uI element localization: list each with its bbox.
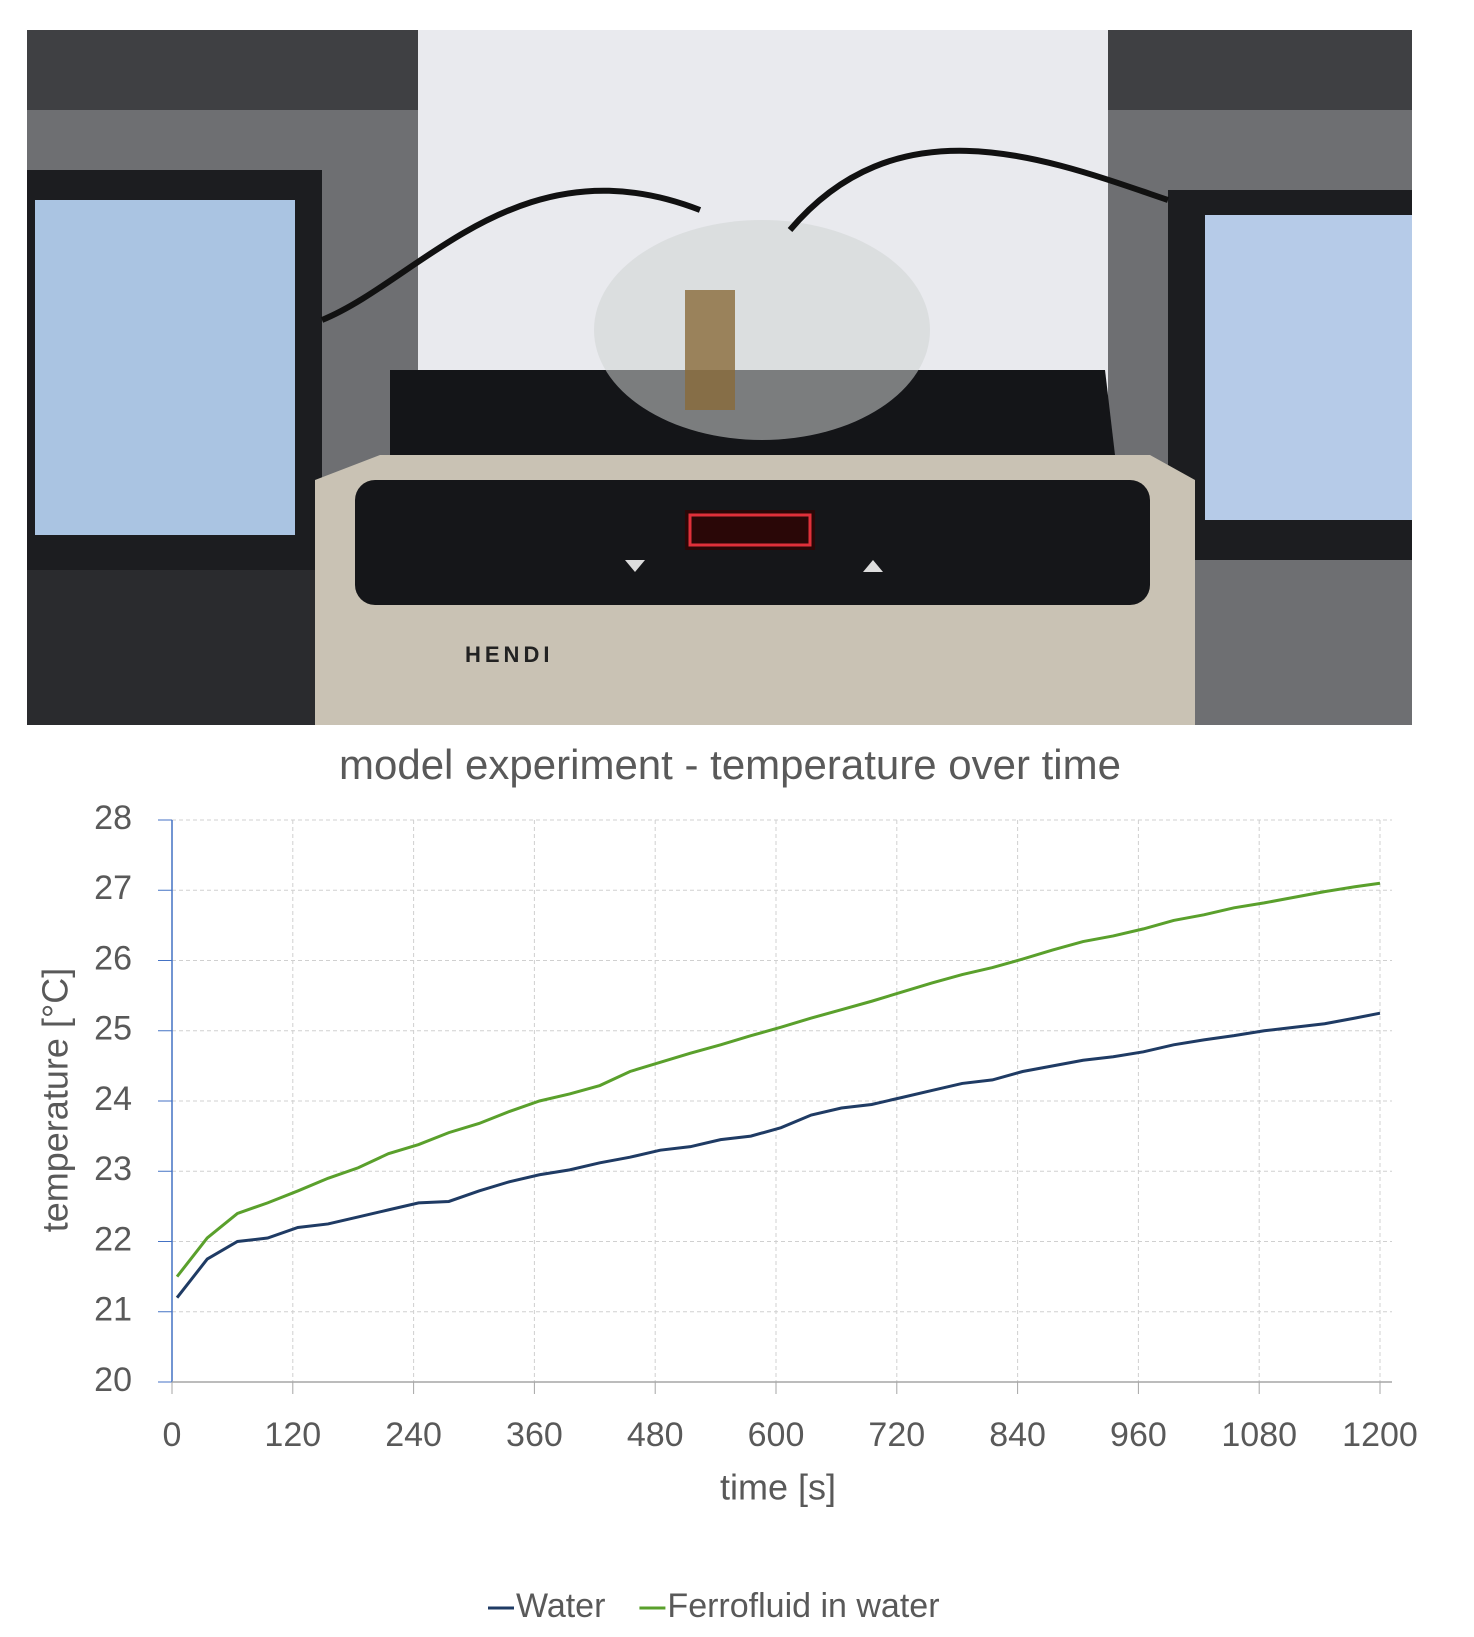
- x-axis-title: time [s]: [720, 1467, 836, 1508]
- x-tick-label: 240: [385, 1416, 442, 1454]
- chart-title: model experiment - temperature over time: [339, 741, 1121, 788]
- y-tick-label: 27: [94, 869, 132, 907]
- y-tick-label: 22: [94, 1220, 132, 1258]
- y-tick-label: 26: [94, 939, 132, 977]
- x-tick-label: 360: [506, 1416, 563, 1454]
- y-axis-title: temperature [°C]: [35, 968, 76, 1233]
- x-tick-label: 960: [1110, 1416, 1167, 1454]
- down-button: [625, 560, 645, 572]
- x-tick-label: 1080: [1221, 1416, 1297, 1454]
- monitor-right-screen: [1205, 215, 1412, 520]
- y-tick-label: 23: [94, 1150, 132, 1188]
- glass-bowl: [594, 220, 930, 440]
- y-tick-label: 21: [94, 1291, 132, 1329]
- monitor-left-screen: [35, 200, 295, 535]
- x-tick-label: 1200: [1342, 1416, 1418, 1454]
- y-tick-label: 24: [94, 1080, 132, 1118]
- y-tick-label: 25: [94, 1010, 132, 1048]
- x-tick-label: 480: [627, 1416, 684, 1454]
- display: [685, 510, 815, 550]
- legend-label: Ferrofluid in water: [667, 1587, 939, 1625]
- brand-logo: HENDI: [465, 642, 553, 667]
- x-tick-label: 600: [748, 1416, 805, 1454]
- x-tick-label: 840: [989, 1416, 1046, 1454]
- up-button: [863, 560, 883, 572]
- x-tick-label: 120: [264, 1416, 321, 1454]
- legend-label: Water: [516, 1587, 605, 1625]
- cables: [27, 570, 317, 725]
- sample-tube: [685, 290, 735, 410]
- data-line: [175, 881, 1381, 1278]
- x-tick-label: 0: [163, 1416, 182, 1454]
- y-tick-label: 28: [94, 799, 132, 837]
- y-tick-label: 20: [94, 1361, 132, 1399]
- photo: HENDI: [27, 30, 1412, 725]
- sensor-cables: [320, 147, 1169, 323]
- data-line: [175, 1011, 1381, 1299]
- display-digits: [688, 513, 812, 547]
- x-tick-label: 720: [868, 1416, 925, 1454]
